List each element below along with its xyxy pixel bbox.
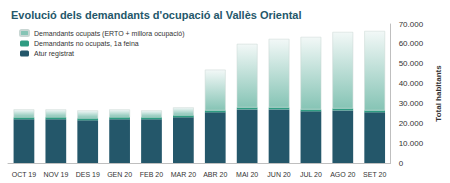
- svg-text:JUL 20: JUL 20: [300, 171, 322, 178]
- svg-text:Atur registrat: Atur registrat: [34, 50, 74, 58]
- svg-text:Total habitants: Total habitants: [434, 65, 443, 122]
- svg-text:Demandants no ocupats, 1a fein: Demandants no ocupats, 1a feina: [34, 40, 139, 48]
- svg-text:AGO 20: AGO 20: [330, 171, 355, 178]
- svg-text:MAR 20: MAR 20: [171, 171, 196, 178]
- svg-text:GEN 20: GEN 20: [107, 171, 132, 178]
- svg-text:10.000: 10.000: [399, 139, 424, 148]
- svg-text:70.000: 70.000: [399, 20, 424, 29]
- svg-text:Evolució dels demandants d'ocu: Evolució dels demandants d'ocupació al V…: [11, 9, 302, 21]
- svg-text:0: 0: [399, 159, 404, 168]
- svg-text:30.000: 30.000: [399, 99, 424, 108]
- svg-text:60.000: 60.000: [399, 39, 424, 48]
- svg-text:Demandants ocupats (ERTO + mil: Demandants ocupats (ERTO + millora ocupa…: [34, 30, 185, 38]
- svg-text:JUN 20: JUN 20: [267, 171, 290, 178]
- svg-text:50.000: 50.000: [399, 59, 424, 68]
- svg-text:SET 20: SET 20: [363, 171, 386, 178]
- svg-text:20.000: 20.000: [399, 119, 424, 128]
- svg-text:NOV 19: NOV 19: [43, 171, 68, 178]
- svg-text:DES 19: DES 19: [76, 171, 100, 178]
- svg-text:FEB 20: FEB 20: [140, 171, 163, 178]
- svg-text:MAI 20: MAI 20: [236, 171, 258, 178]
- svg-text:ABR 20: ABR 20: [203, 171, 227, 178]
- svg-text:40.000: 40.000: [399, 79, 424, 88]
- svg-text:OCT 19: OCT 19: [12, 171, 36, 178]
